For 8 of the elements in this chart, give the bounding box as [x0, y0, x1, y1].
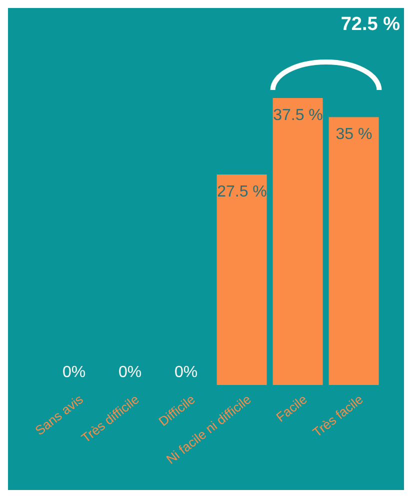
- data-label: 27.5 %: [217, 184, 267, 201]
- x-tick-label: Très facile: [310, 392, 366, 440]
- data-label: 35 %: [336, 126, 372, 144]
- data-label: 0%: [174, 364, 198, 381]
- data-label: 37.5 %: [273, 107, 323, 124]
- text: 72.5 %: [340, 14, 400, 35]
- data-label: 0%: [62, 364, 86, 381]
- data-label: 0%: [118, 364, 142, 381]
